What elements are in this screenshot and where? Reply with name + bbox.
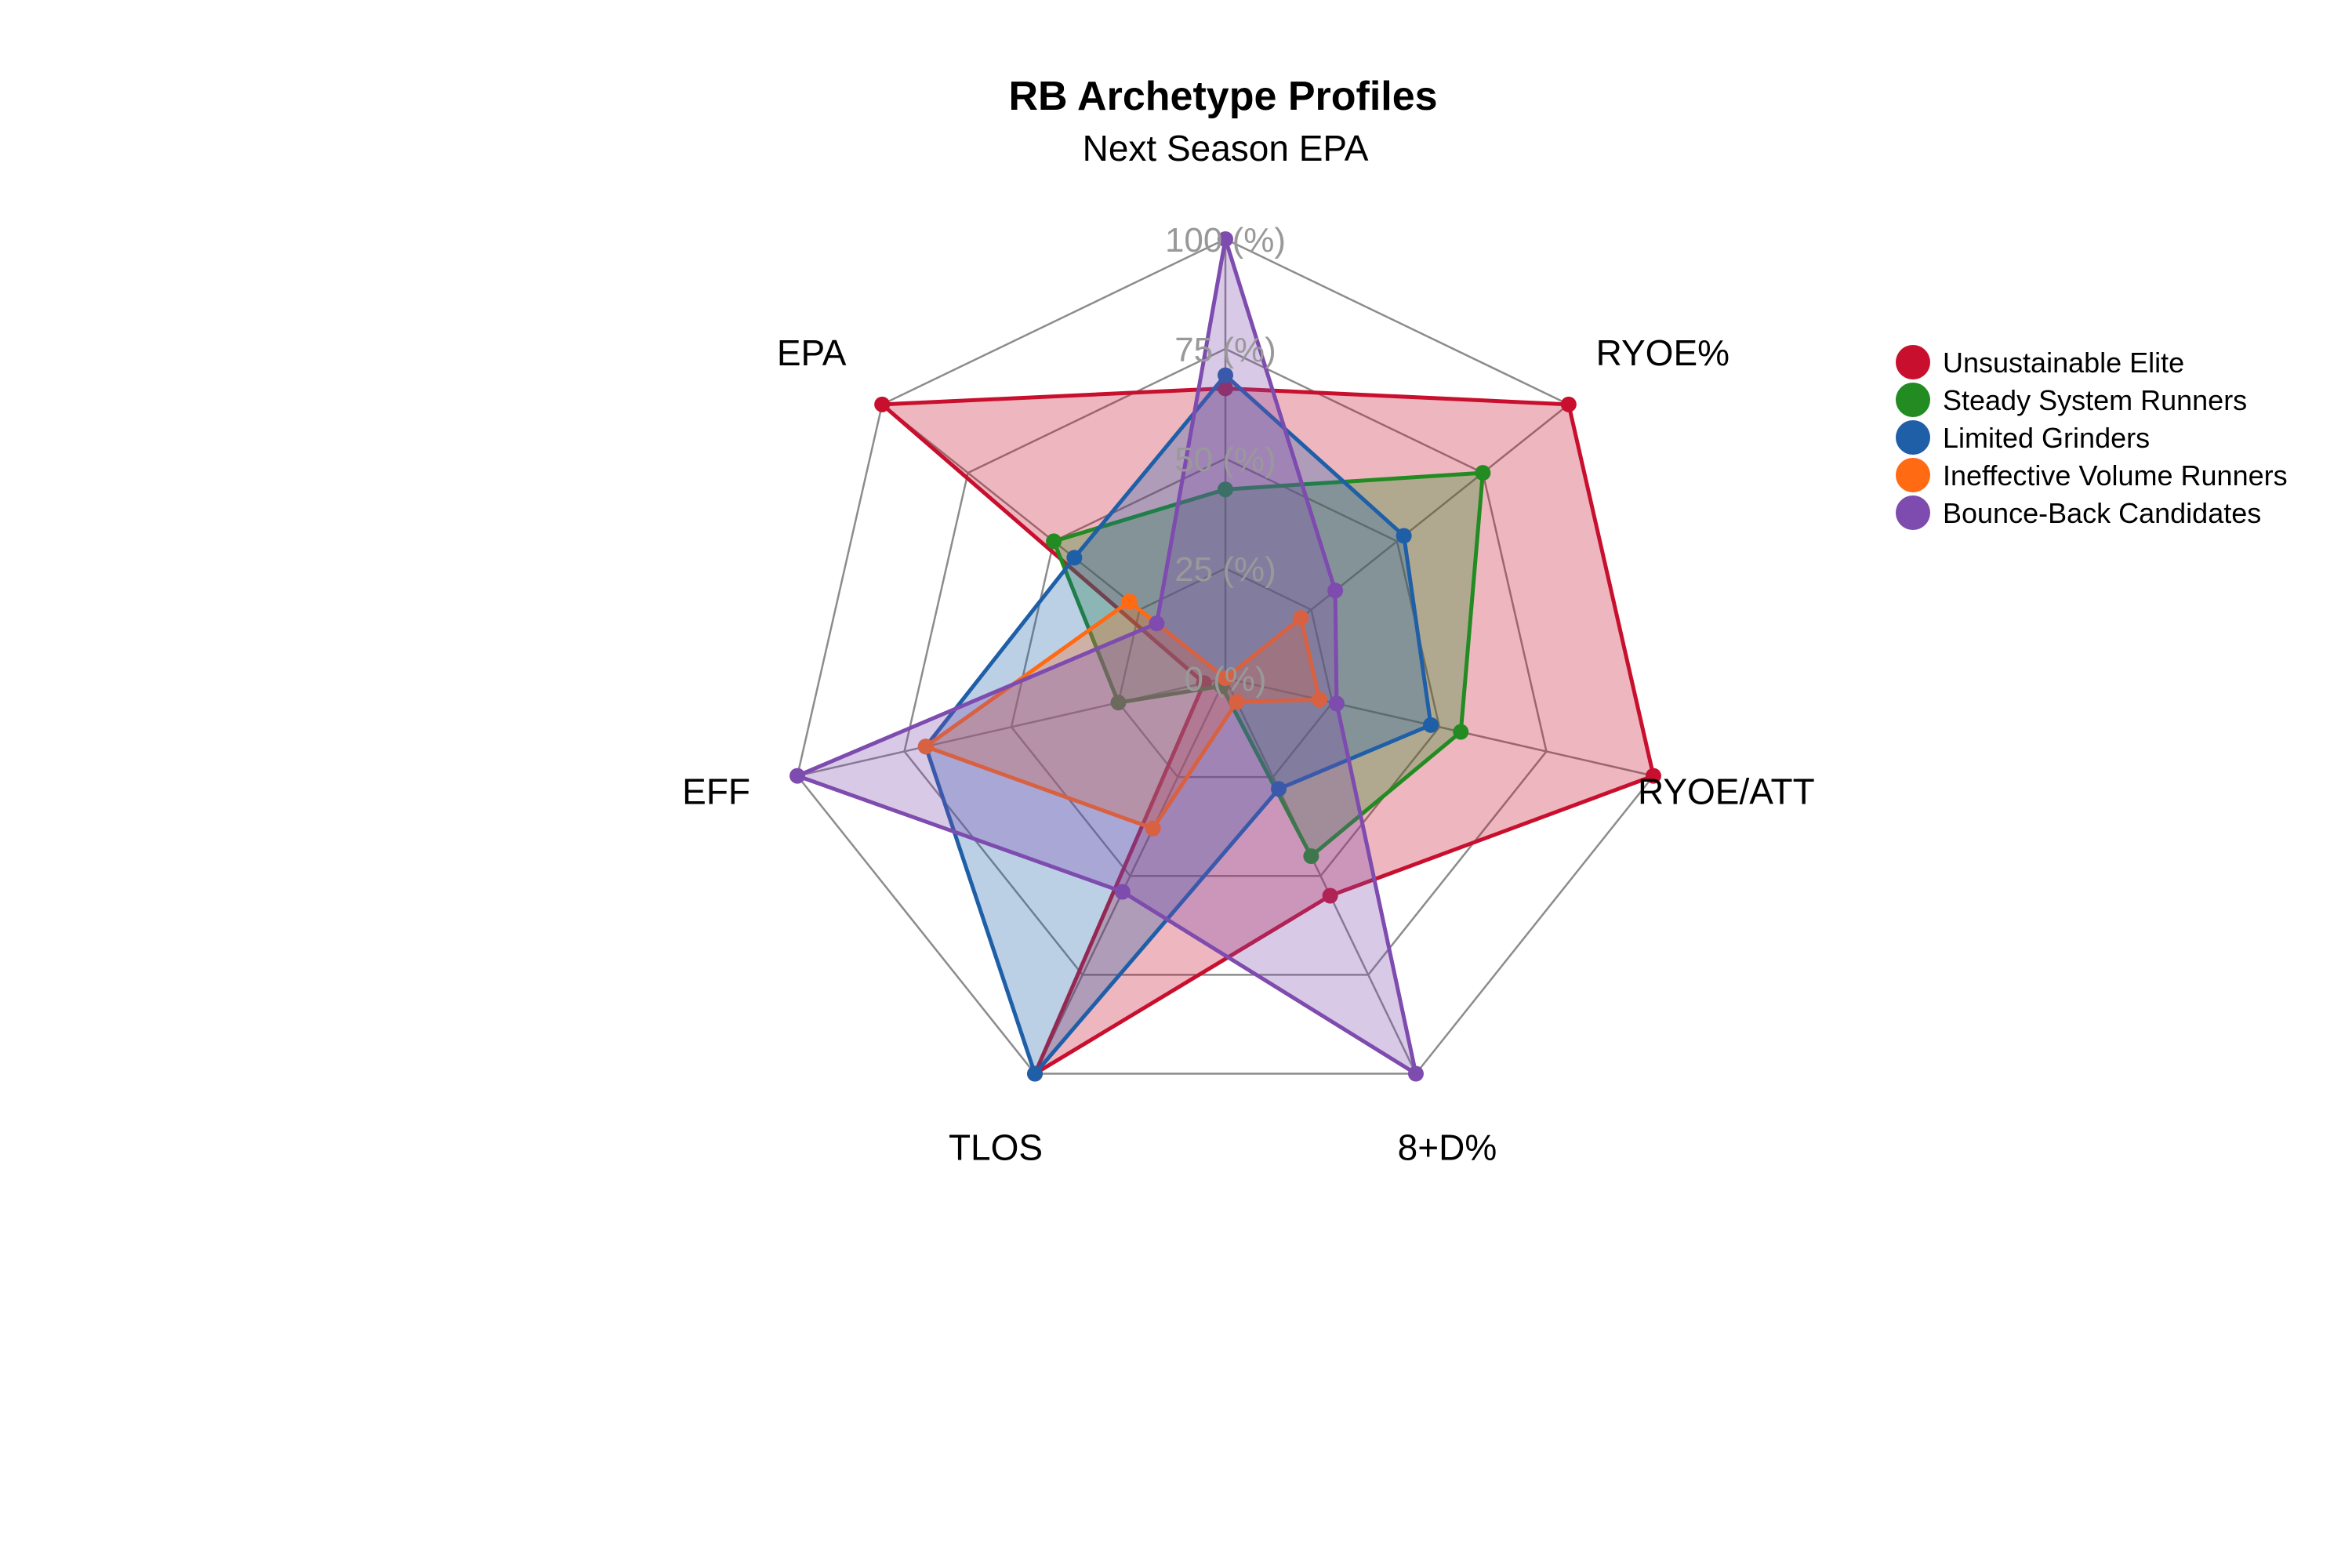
data-point <box>1218 231 1233 247</box>
data-point <box>1423 717 1439 733</box>
data-point <box>1560 396 1577 412</box>
grid-ring <box>1010 457 1441 877</box>
grid-ring <box>903 347 1548 976</box>
legend-marker <box>1896 458 1930 492</box>
data-point <box>1218 481 1233 498</box>
legend-marker <box>1896 420 1930 455</box>
data-point <box>1110 695 1127 711</box>
data-point <box>1271 781 1287 797</box>
data-point <box>917 739 934 755</box>
data-point <box>1066 550 1083 566</box>
series-group <box>917 593 1328 837</box>
ring-label: 0 (%) <box>1184 660 1266 699</box>
series-area <box>924 373 1433 1076</box>
data-point <box>1453 724 1469 740</box>
data-point <box>1046 533 1062 550</box>
axis-label: RYOE% <box>1596 332 1730 373</box>
data-point <box>1218 367 1233 383</box>
grid-spoke <box>1225 677 1654 777</box>
data-point <box>1303 848 1319 865</box>
ring-label: 25 (%) <box>1174 550 1276 589</box>
data-point <box>1645 768 1661 784</box>
legend-label: Limited Grinders <box>1943 422 2150 454</box>
legend-label: Unsustainable Elite <box>1943 347 2184 379</box>
axis-label: TLOS <box>949 1127 1043 1168</box>
legend-marker <box>1896 383 1930 417</box>
grid-spoke <box>1224 677 1417 1075</box>
data-point <box>1121 593 1138 610</box>
ring-label: 75 (%) <box>1174 331 1276 369</box>
axis-label: Next Season EPA <box>1083 128 1369 169</box>
data-point <box>1229 694 1245 710</box>
legend: Unsustainable Elite Steady System Runners… <box>1896 345 2288 530</box>
data-point <box>1218 670 1233 686</box>
ring-label: 50 (%) <box>1174 441 1276 479</box>
data-point <box>1327 583 1344 599</box>
series-group <box>789 231 1424 1082</box>
ring-label: 100 (%) <box>1165 221 1286 260</box>
data-point <box>1328 695 1345 712</box>
data-point <box>1114 884 1131 900</box>
series-area <box>924 599 1322 831</box>
legend-label: Steady System Runners <box>1943 384 2247 416</box>
data-point <box>1218 380 1233 397</box>
grid-spoke <box>1033 677 1227 1075</box>
axis-label: RYOE/ATT <box>1638 771 1815 812</box>
axis-label: 8+D% <box>1398 1127 1497 1168</box>
ring-labels: 0 (%) 25 (%) 50 (%) 75 (%) 100 (%) <box>1165 221 1286 699</box>
data-point <box>1322 887 1338 904</box>
legend-label: Bounce-Back Candidates <box>1943 497 2261 529</box>
series-area <box>795 237 1418 1076</box>
data-point <box>874 396 891 412</box>
radar-series <box>789 231 1661 1082</box>
data-point <box>1407 1065 1424 1082</box>
data-point <box>1293 610 1309 626</box>
chart-title: RB Archetype Profiles <box>1008 74 1437 119</box>
data-point <box>1396 528 1412 544</box>
data-point <box>1145 820 1161 837</box>
legend-marker <box>1896 345 1930 379</box>
legend-label: Ineffective Volume Runners <box>1943 459 2288 492</box>
grid-spoke <box>797 677 1226 777</box>
data-point <box>1027 1065 1044 1082</box>
legend-marker <box>1896 495 1930 530</box>
data-point <box>789 768 806 784</box>
axis-labels: Next Season EPA RYOE% RYOE/ATT 8+D% TLOS EFF E… <box>682 128 1815 1168</box>
data-point <box>1149 615 1165 632</box>
data-point <box>1475 465 1491 481</box>
axis-label: EPA <box>777 332 847 373</box>
axis-label: EFF <box>682 771 750 812</box>
data-point <box>1312 691 1328 708</box>
